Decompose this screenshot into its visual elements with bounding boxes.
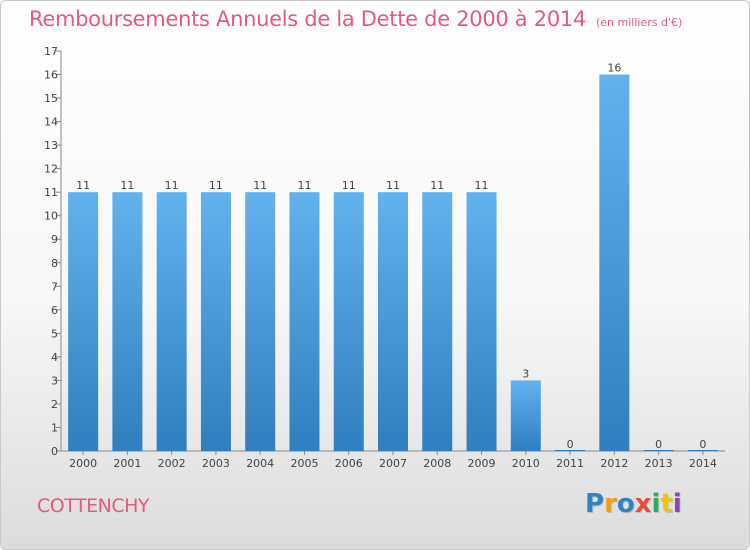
x-tick-label: 2002 — [158, 457, 186, 470]
bar — [378, 192, 408, 452]
y-tick-label: 12 — [44, 163, 58, 176]
chart-title: Remboursements Annuels de la Dette de 20… — [29, 7, 682, 31]
bar — [599, 74, 630, 451]
data-label: 11 — [386, 179, 400, 192]
x-tick-label: 2011 — [556, 457, 584, 470]
y-tick-label: 1 — [51, 421, 58, 434]
city-name: COTTENCHY — [37, 495, 149, 517]
data-label: 0 — [567, 438, 574, 451]
x-tick-label: 2003 — [202, 457, 230, 470]
data-label: 11 — [76, 179, 90, 192]
y-tick-label: 9 — [51, 233, 58, 246]
data-label: 11 — [430, 179, 444, 192]
bar — [333, 192, 364, 452]
bar — [687, 450, 718, 451]
x-tick-label: 2013 — [645, 457, 673, 470]
x-tick-label: 2012 — [600, 457, 628, 470]
bar — [422, 192, 453, 452]
logo-letter: i — [672, 489, 682, 519]
data-label: 16 — [607, 62, 621, 75]
y-tick-label: 6 — [51, 304, 58, 317]
x-tick-label: 2008 — [423, 457, 451, 470]
y-tick-label: 8 — [51, 257, 58, 270]
bar — [510, 380, 541, 451]
y-tick-label: 16 — [44, 69, 58, 82]
x-tick-label: 2014 — [689, 457, 717, 470]
y-tick-label: 17 — [44, 45, 58, 58]
logo-letter: t — [660, 489, 673, 519]
logo-letter: x — [634, 489, 652, 519]
y-tick-label: 5 — [51, 327, 58, 340]
data-label: 11 — [209, 179, 223, 192]
bar — [156, 192, 187, 452]
bar — [68, 192, 99, 452]
y-tick-label: 2 — [51, 398, 58, 411]
logo-letter: i — [651, 489, 661, 519]
x-tick-label: 2000 — [69, 457, 97, 470]
proxiti-logo: Proxiti — [585, 489, 682, 519]
chart-unit-note: (en milliers d'€) — [596, 16, 683, 29]
x-tick-label: 2009 — [468, 457, 496, 470]
y-tick-label: 11 — [44, 186, 58, 199]
bar — [643, 450, 674, 451]
data-label: 11 — [297, 179, 311, 192]
data-label: 11 — [342, 179, 356, 192]
logo-letter: r — [604, 489, 617, 519]
data-label: 11 — [253, 179, 267, 192]
chart-title-text: Remboursements Annuels de la Dette de 20… — [29, 7, 586, 31]
x-tick-label: 2006 — [335, 457, 363, 470]
data-label: 11 — [165, 179, 179, 192]
x-tick-label: 2001 — [113, 457, 141, 470]
data-label: 3 — [522, 367, 529, 380]
y-tick-label: 0 — [51, 445, 58, 458]
bar — [245, 192, 276, 452]
y-tick-label: 13 — [44, 139, 58, 152]
logo-letter: P — [585, 489, 605, 519]
bar — [466, 192, 497, 452]
y-tick-label: 10 — [44, 210, 58, 223]
data-label: 0 — [655, 438, 662, 451]
y-tick-label: 14 — [44, 116, 58, 129]
bar — [112, 192, 143, 452]
x-tick-label: 2010 — [512, 457, 540, 470]
y-tick-label: 15 — [44, 92, 58, 105]
data-label: 11 — [120, 179, 134, 192]
y-tick-label: 3 — [51, 374, 58, 387]
data-label: 0 — [699, 438, 706, 451]
x-tick-label: 2005 — [290, 457, 318, 470]
data-label: 11 — [475, 179, 489, 192]
y-tick-label: 4 — [51, 351, 58, 364]
logo-letter: o — [616, 489, 635, 519]
bar — [289, 192, 320, 452]
bar — [555, 450, 586, 451]
y-tick-label: 7 — [51, 280, 58, 293]
x-tick-label: 2007 — [379, 457, 407, 470]
bar — [200, 192, 231, 452]
x-tick-label: 2004 — [246, 457, 274, 470]
